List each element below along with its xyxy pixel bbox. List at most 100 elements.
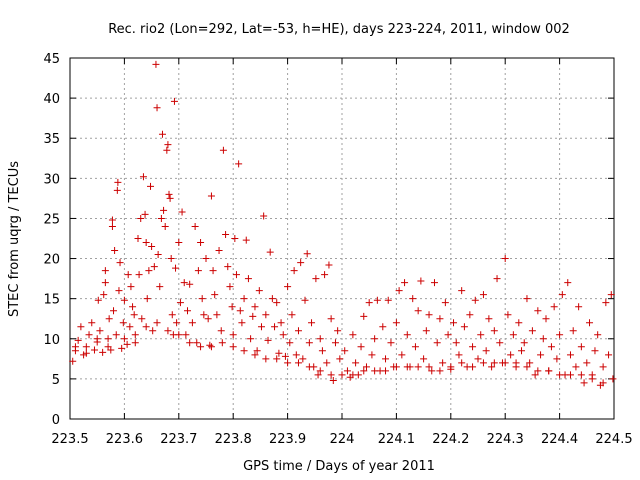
- data-point: [253, 347, 261, 355]
- data-point: [545, 367, 553, 375]
- data-point: [566, 371, 574, 379]
- data-point: [149, 327, 157, 335]
- data-point: [202, 255, 210, 263]
- data-point: [158, 130, 166, 138]
- data-point: [417, 277, 425, 285]
- data-point: [188, 319, 196, 327]
- y-tick-label: 30: [43, 172, 60, 187]
- data-point: [101, 279, 109, 287]
- data-point: [496, 339, 504, 347]
- data-point: [141, 210, 149, 218]
- data-point: [178, 208, 186, 216]
- data-point: [471, 296, 479, 304]
- data-point: [474, 355, 482, 363]
- data-point: [160, 206, 168, 214]
- data-point: [501, 359, 509, 367]
- data-point: [229, 331, 237, 339]
- y-tick-label: 0: [52, 413, 60, 428]
- data-point: [224, 263, 232, 271]
- data-point: [71, 343, 79, 351]
- data-point: [469, 343, 477, 351]
- y-tick-label: 40: [43, 92, 60, 107]
- data-point: [308, 319, 316, 327]
- data-point: [147, 182, 155, 190]
- data-point: [490, 327, 498, 335]
- data-point: [409, 295, 417, 303]
- data-point: [373, 296, 381, 304]
- data-point: [96, 327, 104, 335]
- data-point: [392, 363, 400, 371]
- data-point: [439, 359, 447, 367]
- data-point: [139, 173, 147, 181]
- data-point: [99, 348, 107, 356]
- data-point: [168, 311, 176, 319]
- data-point: [349, 331, 357, 339]
- data-point: [268, 295, 276, 303]
- data-point: [371, 367, 379, 375]
- data-point: [556, 331, 564, 339]
- data-point: [577, 343, 585, 351]
- data-point: [401, 279, 409, 287]
- data-point: [550, 303, 558, 311]
- data-point: [161, 222, 169, 230]
- data-point: [316, 335, 324, 343]
- data-point: [564, 279, 572, 287]
- data-points: [69, 60, 617, 389]
- data-point: [488, 363, 496, 371]
- data-point: [368, 351, 376, 359]
- data-point: [441, 299, 449, 307]
- data-point: [343, 367, 351, 375]
- data-point: [182, 331, 190, 339]
- data-point: [232, 271, 240, 279]
- data-point: [504, 311, 512, 319]
- data-point: [184, 307, 192, 315]
- data-point: [352, 359, 360, 367]
- data-point: [175, 239, 183, 247]
- data-point: [569, 327, 577, 335]
- data-point: [143, 295, 151, 303]
- data-point: [108, 222, 116, 230]
- data-point: [156, 283, 164, 291]
- x-tick-label: 224.3: [487, 432, 524, 447]
- data-point: [477, 331, 485, 339]
- data-point: [338, 371, 346, 379]
- data-point: [382, 355, 390, 363]
- data-point: [331, 339, 339, 347]
- data-point: [104, 335, 112, 343]
- data-point: [387, 339, 395, 347]
- x-tick-label: 224.1: [378, 432, 415, 447]
- data-point: [240, 347, 248, 355]
- data-point: [362, 363, 370, 371]
- y-tick-label: 35: [43, 132, 60, 147]
- data-point: [228, 303, 236, 311]
- data-point: [292, 351, 300, 359]
- data-point: [297, 259, 305, 267]
- data-point: [206, 341, 214, 349]
- axis-ticks: 223.5 223.6 223.7 223.8 223.9 224 224.1 224.2 22…: [43, 52, 632, 447]
- data-point: [594, 331, 602, 339]
- data-point: [264, 336, 272, 344]
- data-point: [217, 327, 225, 335]
- data-point: [575, 303, 583, 311]
- data-point: [152, 60, 160, 68]
- data-point: [327, 315, 335, 323]
- data-point: [284, 283, 292, 291]
- data-point: [515, 319, 523, 327]
- data-point: [266, 248, 274, 256]
- data-point: [433, 339, 441, 347]
- data-point: [193, 339, 201, 347]
- grid: [70, 58, 614, 419]
- data-point: [111, 247, 119, 255]
- data-point: [247, 335, 255, 343]
- data-point: [479, 291, 487, 299]
- data-point: [90, 346, 98, 354]
- data-point: [88, 319, 96, 327]
- data-point: [414, 363, 422, 371]
- data-point: [257, 323, 265, 331]
- y-tick-label: 5: [52, 373, 60, 388]
- data-point: [165, 190, 173, 198]
- data-point: [207, 343, 215, 351]
- data-point: [255, 287, 263, 295]
- data-point: [204, 315, 212, 323]
- data-point: [458, 359, 466, 367]
